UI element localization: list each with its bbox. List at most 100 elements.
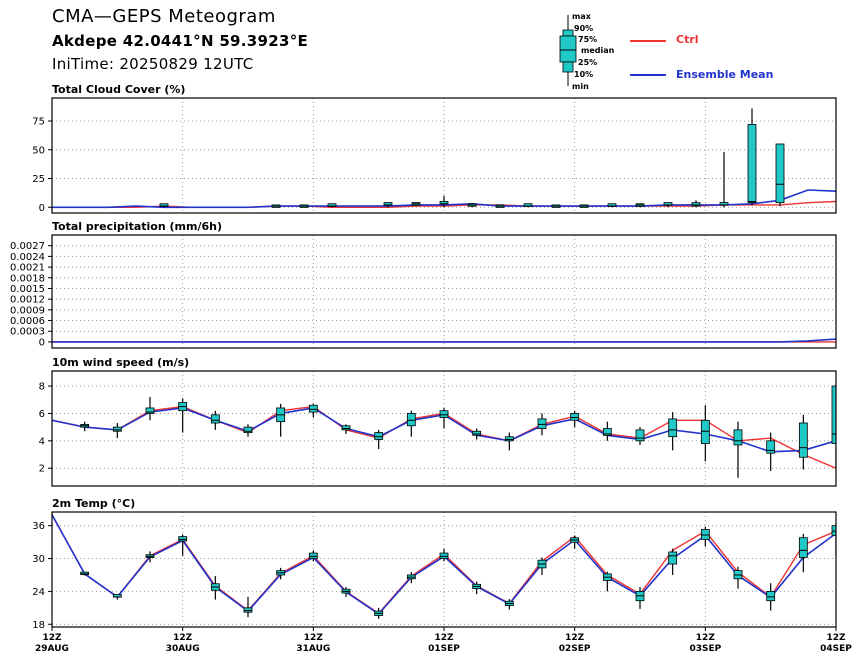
box-whisker	[472, 581, 482, 595]
iqr-box	[766, 440, 776, 454]
panel-3: 10m wind speed (m/s) 2 4 6 8	[39, 356, 837, 487]
legend-median-label: median	[581, 46, 615, 55]
iqr-box	[178, 536, 188, 542]
box-whisker	[374, 607, 384, 619]
box-whisker	[602, 421, 612, 441]
box-whisker	[798, 533, 808, 573]
iqr-box	[243, 607, 253, 613]
box-whisker	[504, 432, 514, 451]
y-tick-label: 2	[39, 464, 45, 475]
box-whisker	[831, 383, 836, 469]
y-tick-label: 0.0018	[10, 273, 45, 284]
legend-max-label: max	[572, 12, 591, 21]
panel-title: Total precipitation (mm/6h)	[52, 220, 222, 233]
iqr-box	[691, 202, 701, 207]
x-tick-label: 12Z	[42, 633, 62, 643]
y-tick-label: 0.0027	[10, 241, 45, 252]
iqr-box	[700, 419, 710, 444]
box-whisker	[178, 534, 188, 556]
box-whisker	[733, 566, 743, 589]
box-whisker	[439, 195, 449, 208]
iqr-box	[668, 418, 678, 438]
iqr-box	[798, 422, 808, 458]
box-whisker	[327, 203, 337, 208]
iqr-box	[831, 525, 836, 536]
box-whisker	[691, 200, 701, 208]
x-tick-label: 12Z	[826, 633, 846, 643]
iqr-box	[406, 413, 416, 427]
x-tick-label: 12Z	[173, 633, 193, 643]
iqr-box	[831, 385, 836, 444]
panel-2: Total precipitation (mm/6h) 00.00030.0006…	[10, 220, 837, 349]
iqr-box	[700, 529, 710, 540]
iqr-box	[570, 413, 580, 421]
box-whisker	[276, 567, 286, 580]
ensemble-mean-line	[52, 338, 836, 343]
iqr-box	[668, 551, 678, 565]
box-whisker	[299, 204, 309, 208]
legend-p90-label: 90%	[574, 24, 594, 33]
box-whisker	[243, 424, 253, 437]
plot-area	[52, 383, 836, 478]
y-tick-label: 50	[32, 145, 45, 156]
init-time-label: IniTime: 20250829 12UTC	[52, 55, 254, 73]
legend-p25-label: 25%	[578, 58, 598, 67]
box-whisker	[523, 203, 533, 208]
box-whisker	[719, 152, 729, 208]
x-tick-date-label: 29AUG	[35, 644, 69, 654]
y-tick-label: 75	[32, 117, 45, 128]
box-whisker	[308, 403, 318, 418]
box-whisker	[668, 548, 678, 575]
legend-mean-line	[630, 74, 666, 76]
plot-area	[52, 108, 836, 209]
x-tick-label: 12Z	[434, 633, 454, 643]
panel-frame	[51, 370, 837, 487]
box-whisker	[570, 535, 580, 549]
box-whisker	[210, 576, 220, 600]
y-tick-label: 36	[32, 521, 45, 532]
box-whisker	[439, 548, 449, 562]
box-whisker	[537, 413, 547, 436]
y-tick-label: 25	[32, 174, 45, 185]
panel-frame	[51, 97, 837, 214]
box-whisker	[602, 571, 612, 592]
box-whisker	[472, 428, 482, 440]
iqr-box	[308, 552, 318, 559]
box-whisker	[766, 432, 776, 471]
box-whisker	[495, 204, 505, 208]
panel-frame	[51, 234, 837, 349]
box-whisker	[798, 414, 808, 470]
x-tick-label: 12Z	[696, 633, 716, 643]
box-whisker	[668, 412, 678, 451]
iqr-box	[308, 404, 318, 413]
box-whisker	[635, 427, 645, 445]
iqr-box	[243, 426, 253, 434]
box-whisker	[112, 594, 122, 600]
iqr-box	[341, 425, 351, 431]
x-tick-label: 12Z	[304, 633, 324, 643]
x-tick-date-label: 03SEP	[689, 644, 721, 654]
box-whisker	[383, 202, 393, 208]
iqr-box	[210, 414, 220, 424]
iqr-box	[766, 591, 776, 602]
legend-ctrl-line	[630, 40, 666, 42]
iqr-box	[374, 432, 384, 440]
y-tick-label: 24	[32, 587, 45, 598]
plot-area	[52, 514, 836, 619]
box-whisker	[341, 424, 351, 434]
box-whisker	[570, 410, 580, 428]
panel-title: Total Cloud Cover (%)	[52, 83, 185, 96]
box-whisker	[579, 204, 589, 208]
box-whisker	[411, 202, 421, 207]
y-tick-label: 18	[32, 620, 45, 631]
legend-box-glyph	[559, 15, 577, 86]
box-whisker	[178, 398, 188, 433]
iqr-box	[145, 407, 155, 414]
box-whisker	[635, 587, 645, 609]
box-whisker	[210, 410, 220, 430]
iqr-box	[775, 143, 785, 204]
y-tick-label: 0.0003	[10, 327, 45, 338]
iqr-box	[747, 124, 757, 204]
box-whisker	[406, 410, 416, 437]
box-whisker	[341, 587, 351, 597]
